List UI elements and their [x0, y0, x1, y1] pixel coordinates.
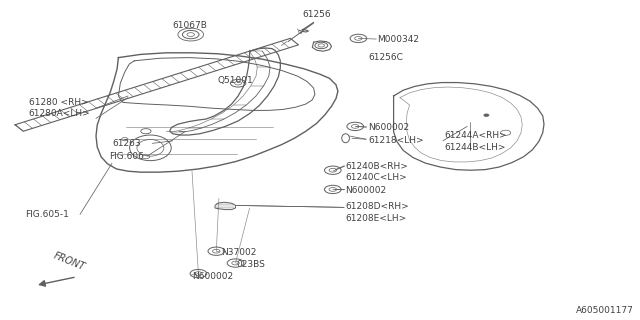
Text: A605001177: A605001177: [576, 306, 634, 315]
Text: 61263: 61263: [112, 140, 141, 148]
Text: 61280A<LH>: 61280A<LH>: [29, 109, 90, 118]
Text: 61240B<RH>: 61240B<RH>: [346, 162, 408, 171]
Text: FRONT: FRONT: [52, 251, 86, 273]
Text: N600002: N600002: [368, 124, 409, 132]
Text: 61244B<LH>: 61244B<LH>: [445, 143, 506, 152]
Text: N37002: N37002: [221, 248, 256, 257]
Text: 61218<LH>: 61218<LH>: [368, 136, 424, 145]
Text: 61256C: 61256C: [368, 53, 403, 62]
Text: Q51001: Q51001: [218, 76, 253, 84]
Text: FIG.605-1: FIG.605-1: [26, 210, 70, 219]
Text: N600002: N600002: [192, 272, 233, 281]
Text: 61244A<RH>: 61244A<RH>: [445, 132, 508, 140]
Text: 61240C<LH>: 61240C<LH>: [346, 173, 407, 182]
Text: 023BS: 023BS: [237, 260, 266, 269]
Text: FIG.606: FIG.606: [109, 152, 143, 161]
Text: N600002: N600002: [346, 186, 387, 195]
Text: 61067B: 61067B: [173, 21, 207, 30]
Text: 61208E<LH>: 61208E<LH>: [346, 214, 407, 223]
Text: 61208D<RH>: 61208D<RH>: [346, 202, 410, 211]
Text: 61256: 61256: [303, 10, 331, 19]
Circle shape: [484, 114, 489, 116]
Text: 61280 <RH>: 61280 <RH>: [29, 98, 88, 107]
Text: M000342: M000342: [378, 36, 420, 44]
